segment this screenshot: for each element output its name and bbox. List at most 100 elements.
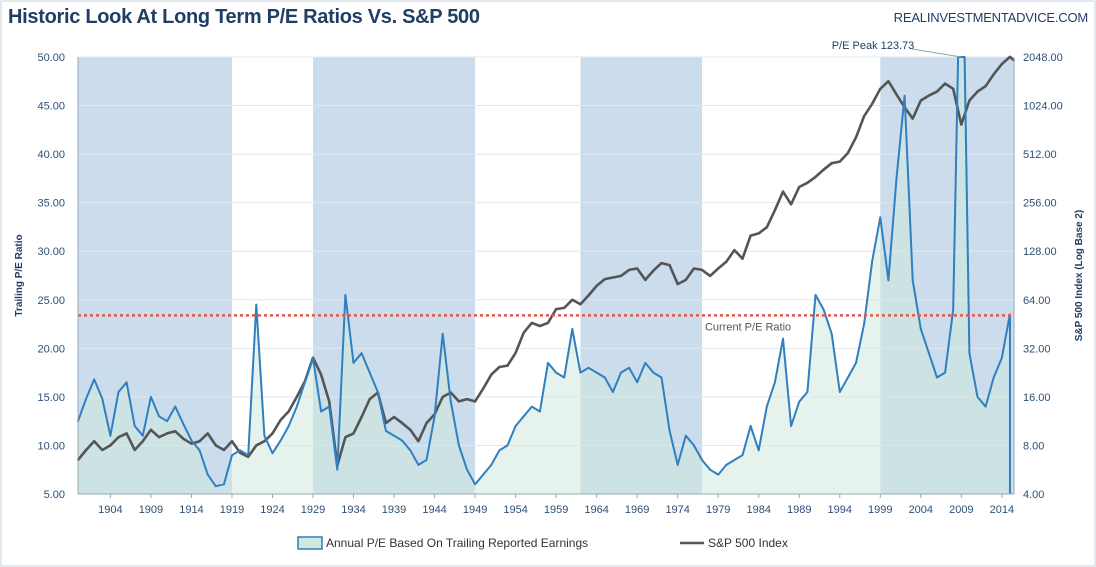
pe-point — [328, 405, 331, 408]
pe-point — [93, 378, 96, 381]
sp500-point — [976, 90, 979, 93]
pe-point — [838, 391, 841, 393]
sp500-point — [328, 400, 331, 403]
pe-point — [312, 357, 314, 359]
pe-point — [595, 371, 598, 374]
pe-point — [944, 371, 947, 374]
x-tick-label: 1969 — [625, 504, 649, 516]
pe-point — [150, 395, 152, 398]
pe-point — [798, 400, 801, 403]
sp500-point — [887, 80, 890, 83]
pe-point — [514, 425, 517, 427]
pe-point — [749, 425, 752, 427]
pe-point — [539, 410, 541, 413]
sp500-point — [863, 115, 866, 118]
sp500-point — [668, 264, 671, 267]
sp500-point — [757, 232, 760, 235]
pe-point — [231, 454, 233, 457]
y-left-tick-label: 45.00 — [37, 101, 65, 113]
x-tick-label: 1979 — [706, 504, 730, 516]
pe-point — [984, 405, 987, 408]
x-tick-label: 2009 — [949, 504, 973, 516]
sp500-point — [871, 102, 874, 105]
pe-point — [887, 279, 890, 282]
x-tick-label: 1954 — [503, 504, 527, 516]
sp500-point — [214, 444, 217, 447]
sp500-point — [538, 325, 541, 328]
pe-point — [692, 444, 695, 447]
sp500-point — [619, 274, 622, 277]
sp500-point — [830, 162, 833, 165]
sp500-point — [522, 331, 525, 334]
pe-point — [782, 337, 784, 340]
sp500-point — [263, 440, 266, 443]
sp500-point — [717, 267, 720, 270]
pe-point — [141, 434, 144, 437]
y-left-tick-label: 25.00 — [37, 295, 65, 307]
sp500-point — [636, 267, 639, 270]
sp500-point — [879, 87, 882, 90]
x-tick-label: 1994 — [828, 504, 852, 516]
sp500-point — [733, 249, 736, 252]
pe-point — [895, 177, 898, 180]
pe-point — [482, 473, 485, 476]
legend-pe-swatch — [297, 536, 323, 550]
sp500-point — [936, 90, 939, 93]
current-pe-label: Current P/E Ratio — [705, 321, 791, 333]
chart-title: Historic Look At Long Term P/E Ratios Vs… — [8, 6, 480, 28]
sp500-point — [222, 448, 225, 451]
sp500-point — [838, 160, 841, 163]
pe-point — [449, 400, 452, 403]
sp500-point — [352, 432, 355, 435]
pe-point — [628, 366, 630, 369]
pe-point — [741, 454, 744, 457]
x-tick-label: 1989 — [787, 504, 811, 516]
pe-point — [644, 362, 647, 364]
pe-point — [725, 463, 728, 466]
pe-point — [701, 459, 703, 461]
pe-point — [830, 332, 833, 335]
sp500-point — [101, 448, 104, 451]
sp500-point — [166, 432, 169, 435]
pe-point — [1000, 357, 1003, 359]
pe-point — [206, 473, 209, 476]
axes: 5.00 10.00 15.00 20.00 25.00 30.00 35.00 40.00 4… — [14, 52, 1085, 516]
pe-point — [304, 381, 306, 384]
sp500-point — [571, 298, 574, 301]
pe-point — [676, 463, 679, 466]
sp500-point — [765, 226, 768, 229]
pe-point — [125, 381, 128, 384]
sp500-point — [927, 94, 930, 97]
pe-point — [652, 371, 655, 374]
sp500-point — [579, 303, 582, 306]
y-right-tick-label: 4.00 — [1023, 489, 1044, 501]
sp500-point — [773, 209, 776, 212]
sp500-point — [498, 366, 501, 369]
sp500-point — [854, 136, 857, 139]
y-left-tick-label: 50.00 — [37, 52, 65, 64]
sp500-point — [814, 175, 817, 178]
pe-point — [952, 308, 955, 311]
pe-point — [757, 449, 760, 452]
x-tick-label: 1929 — [301, 504, 325, 516]
x-tick-label: 1909 — [139, 504, 163, 516]
pe-point — [198, 449, 201, 452]
sp500-point — [725, 260, 728, 263]
pe-point — [498, 449, 501, 452]
pe-point — [911, 279, 914, 282]
pe-point — [247, 454, 250, 457]
sp500-point — [133, 448, 136, 451]
pe-point — [474, 483, 476, 486]
y-left-tick-label: 15.00 — [37, 392, 65, 404]
pe-point — [871, 260, 874, 262]
pe-point — [214, 485, 217, 488]
sp500-point — [603, 278, 606, 281]
y-right-tick-label: 256.00 — [1023, 198, 1057, 210]
pe-peak-label: P/E Peak 123.73 — [832, 40, 915, 52]
sp500-point — [239, 451, 242, 454]
x-tick-label: 1999 — [868, 504, 892, 516]
sp500-point — [895, 93, 898, 96]
sp500-point — [1000, 63, 1003, 66]
x-tick-label: 1904 — [98, 504, 122, 516]
